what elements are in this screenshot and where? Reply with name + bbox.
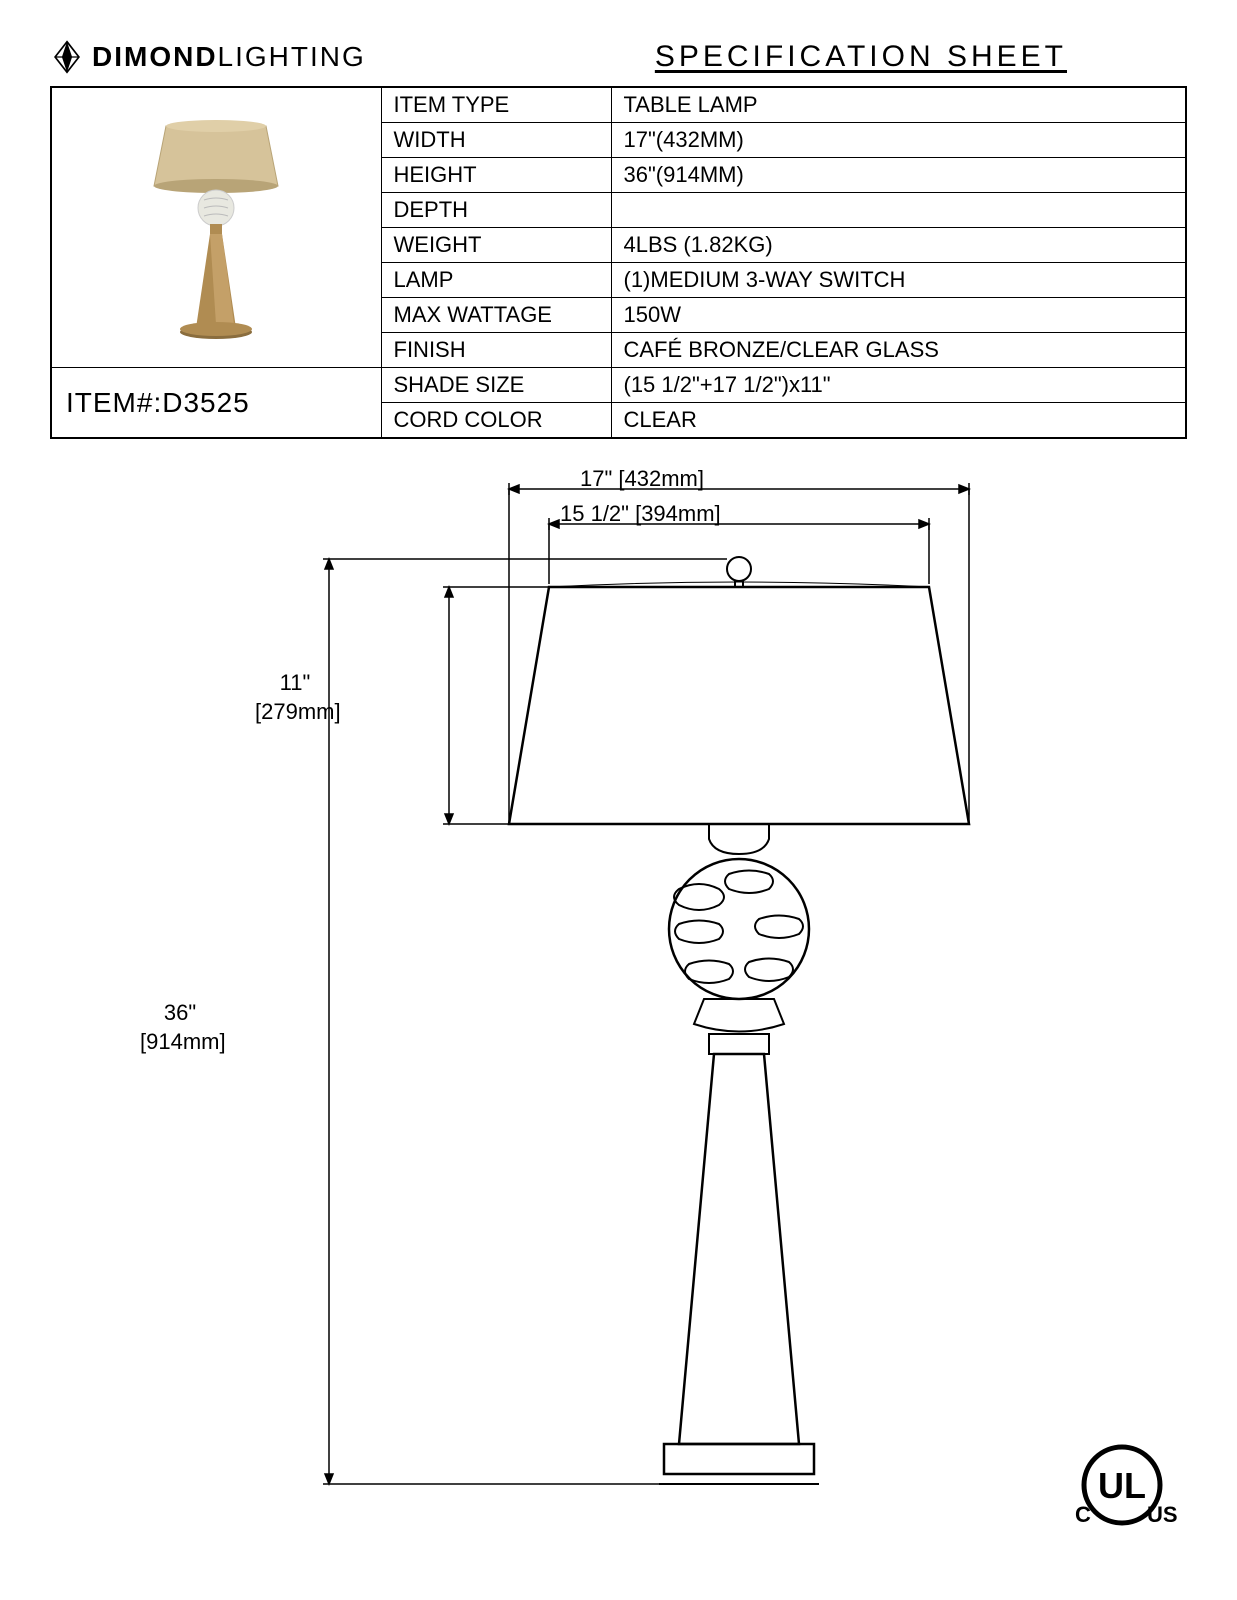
spec-label: WIDTH (381, 123, 611, 158)
item-number-cell: ITEM#:D3525 (51, 368, 381, 439)
ul-right-text: US (1147, 1502, 1177, 1527)
spec-value: 4LBS (1.82KG) (611, 228, 1186, 263)
spec-value: 150W (611, 298, 1186, 333)
brand-logo: DIMONDLIGHTING (50, 40, 366, 74)
spec-label: SHADE SIZE (381, 368, 611, 403)
ul-left-text: C (1075, 1502, 1091, 1527)
spec-label: HEIGHT (381, 158, 611, 193)
spec-value: CLEAR (611, 403, 1186, 439)
brand-diamond-icon (50, 40, 84, 74)
spec-value: 36"(914MM) (611, 158, 1186, 193)
ul-certification-icon: UL C US (1067, 1440, 1177, 1530)
spec-label: MAX WATTAGE (381, 298, 611, 333)
header: DIMONDLIGHTING SPECIFICATION SHEET (50, 40, 1187, 74)
spec-value: CAFÉ BRONZE/CLEAR GLASS (611, 333, 1186, 368)
spec-value: (15 1/2"+17 1/2")x11" (611, 368, 1186, 403)
dim-shade-height: 11"[279mm] (255, 669, 335, 726)
spec-label: DEPTH (381, 193, 611, 228)
brand-name: DIMONDLIGHTING (92, 41, 366, 73)
sheet-title: SPECIFICATION SHEET (655, 40, 1067, 74)
dim-width-inner: 15 1/2" [394mm] (560, 500, 721, 529)
spec-table: ITEM TYPE TABLE LAMP WIDTH17"(432MM) HEI… (50, 86, 1187, 439)
spec-value: 17"(432MM) (611, 123, 1186, 158)
spec-label: LAMP (381, 263, 611, 298)
dim-width-outer: 17" [432mm] (580, 465, 704, 494)
spec-label: FINISH (381, 333, 611, 368)
technical-diagram: 17" [432mm] 15 1/2" [394mm] 11"[279mm] 3… (50, 469, 1187, 1529)
spec-value: TABLE LAMP (611, 87, 1186, 123)
spec-label: ITEM TYPE (381, 87, 611, 123)
spec-value (611, 193, 1186, 228)
ul-center-text: UL (1098, 1465, 1146, 1506)
spec-label: CORD COLOR (381, 403, 611, 439)
spec-label: WEIGHT (381, 228, 611, 263)
product-image-cell (51, 87, 381, 368)
spec-value: (1)MEDIUM 3-WAY SWITCH (611, 263, 1186, 298)
product-photo (136, 108, 296, 348)
dim-total-height: 36"[914mm] (140, 999, 220, 1056)
